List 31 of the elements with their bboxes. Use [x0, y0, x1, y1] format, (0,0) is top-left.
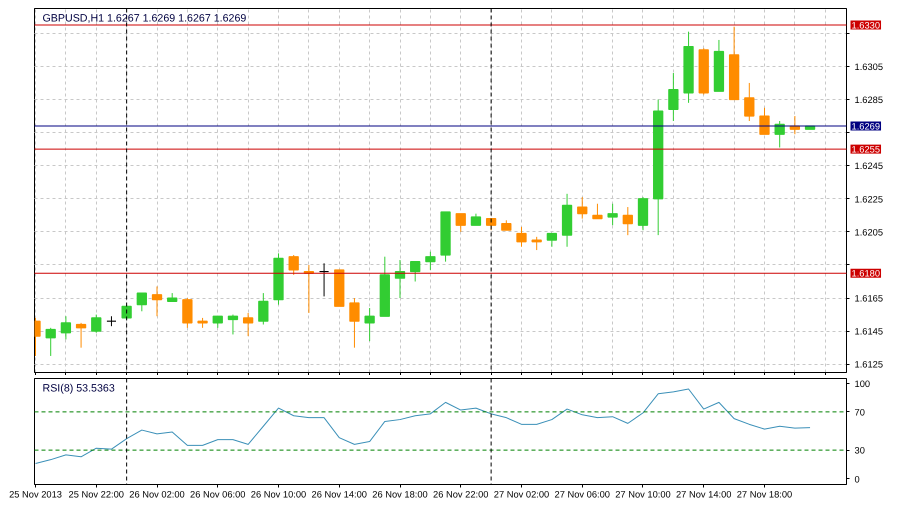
y-tick-label: 30 — [854, 446, 865, 456]
ref-line-label: 1.6255 — [852, 144, 880, 155]
ref-line-label: 1.6269 — [852, 121, 880, 132]
x-tick-label: 26 Nov 02:00 — [129, 490, 185, 500]
y-tick-label: 100 — [854, 378, 870, 389]
y-tick-label: 1.6205 — [854, 227, 884, 238]
y-tick-label: 1.6285 — [854, 95, 884, 105]
y-tick-label: 1.6165 — [854, 294, 884, 304]
chart-title: GBPUSD,H1 1.6267 1.6269 1.6267 1.6269 — [42, 12, 246, 24]
x-tick-label: 26 Nov 14:00 — [312, 490, 368, 500]
y-tick-label: 70 — [854, 407, 865, 418]
y-tick-label: 1.6125 — [854, 360, 884, 370]
x-tick-label: 26 Nov 10:00 — [250, 490, 306, 500]
x-tick-label: 27 Nov 02:00 — [494, 490, 550, 500]
x-tick-label: 27 Nov 18:00 — [736, 490, 792, 500]
y-tick-label: 1.6245 — [854, 161, 884, 172]
y-tick-label: 1.6305 — [854, 62, 884, 72]
x-tick-label: 27 Nov 14:00 — [676, 490, 732, 500]
x-tick-label: 26 Nov 22:00 — [433, 490, 489, 500]
ref-line-label: 1.6180 — [852, 268, 880, 279]
x-tick-label: 26 Nov 06:00 — [190, 490, 246, 500]
x-tick-label: 26 Nov 18:00 — [372, 490, 428, 500]
x-tick-label: 25 Nov 22:00 — [68, 490, 124, 500]
y-tick-label: 1.6225 — [854, 194, 884, 204]
y-tick-label: 1.6145 — [854, 326, 884, 337]
x-tick-label: 27 Nov 10:00 — [615, 490, 671, 500]
x-tick-label: 27 Nov 06:00 — [554, 490, 610, 500]
x-tick-label: 25 Nov 2013 — [9, 490, 62, 500]
y-tick-label: 0 — [854, 474, 860, 484]
chart-title: RSI(8) 53.5363 — [42, 382, 115, 394]
ref-line-label: 1.6330 — [852, 20, 880, 31]
